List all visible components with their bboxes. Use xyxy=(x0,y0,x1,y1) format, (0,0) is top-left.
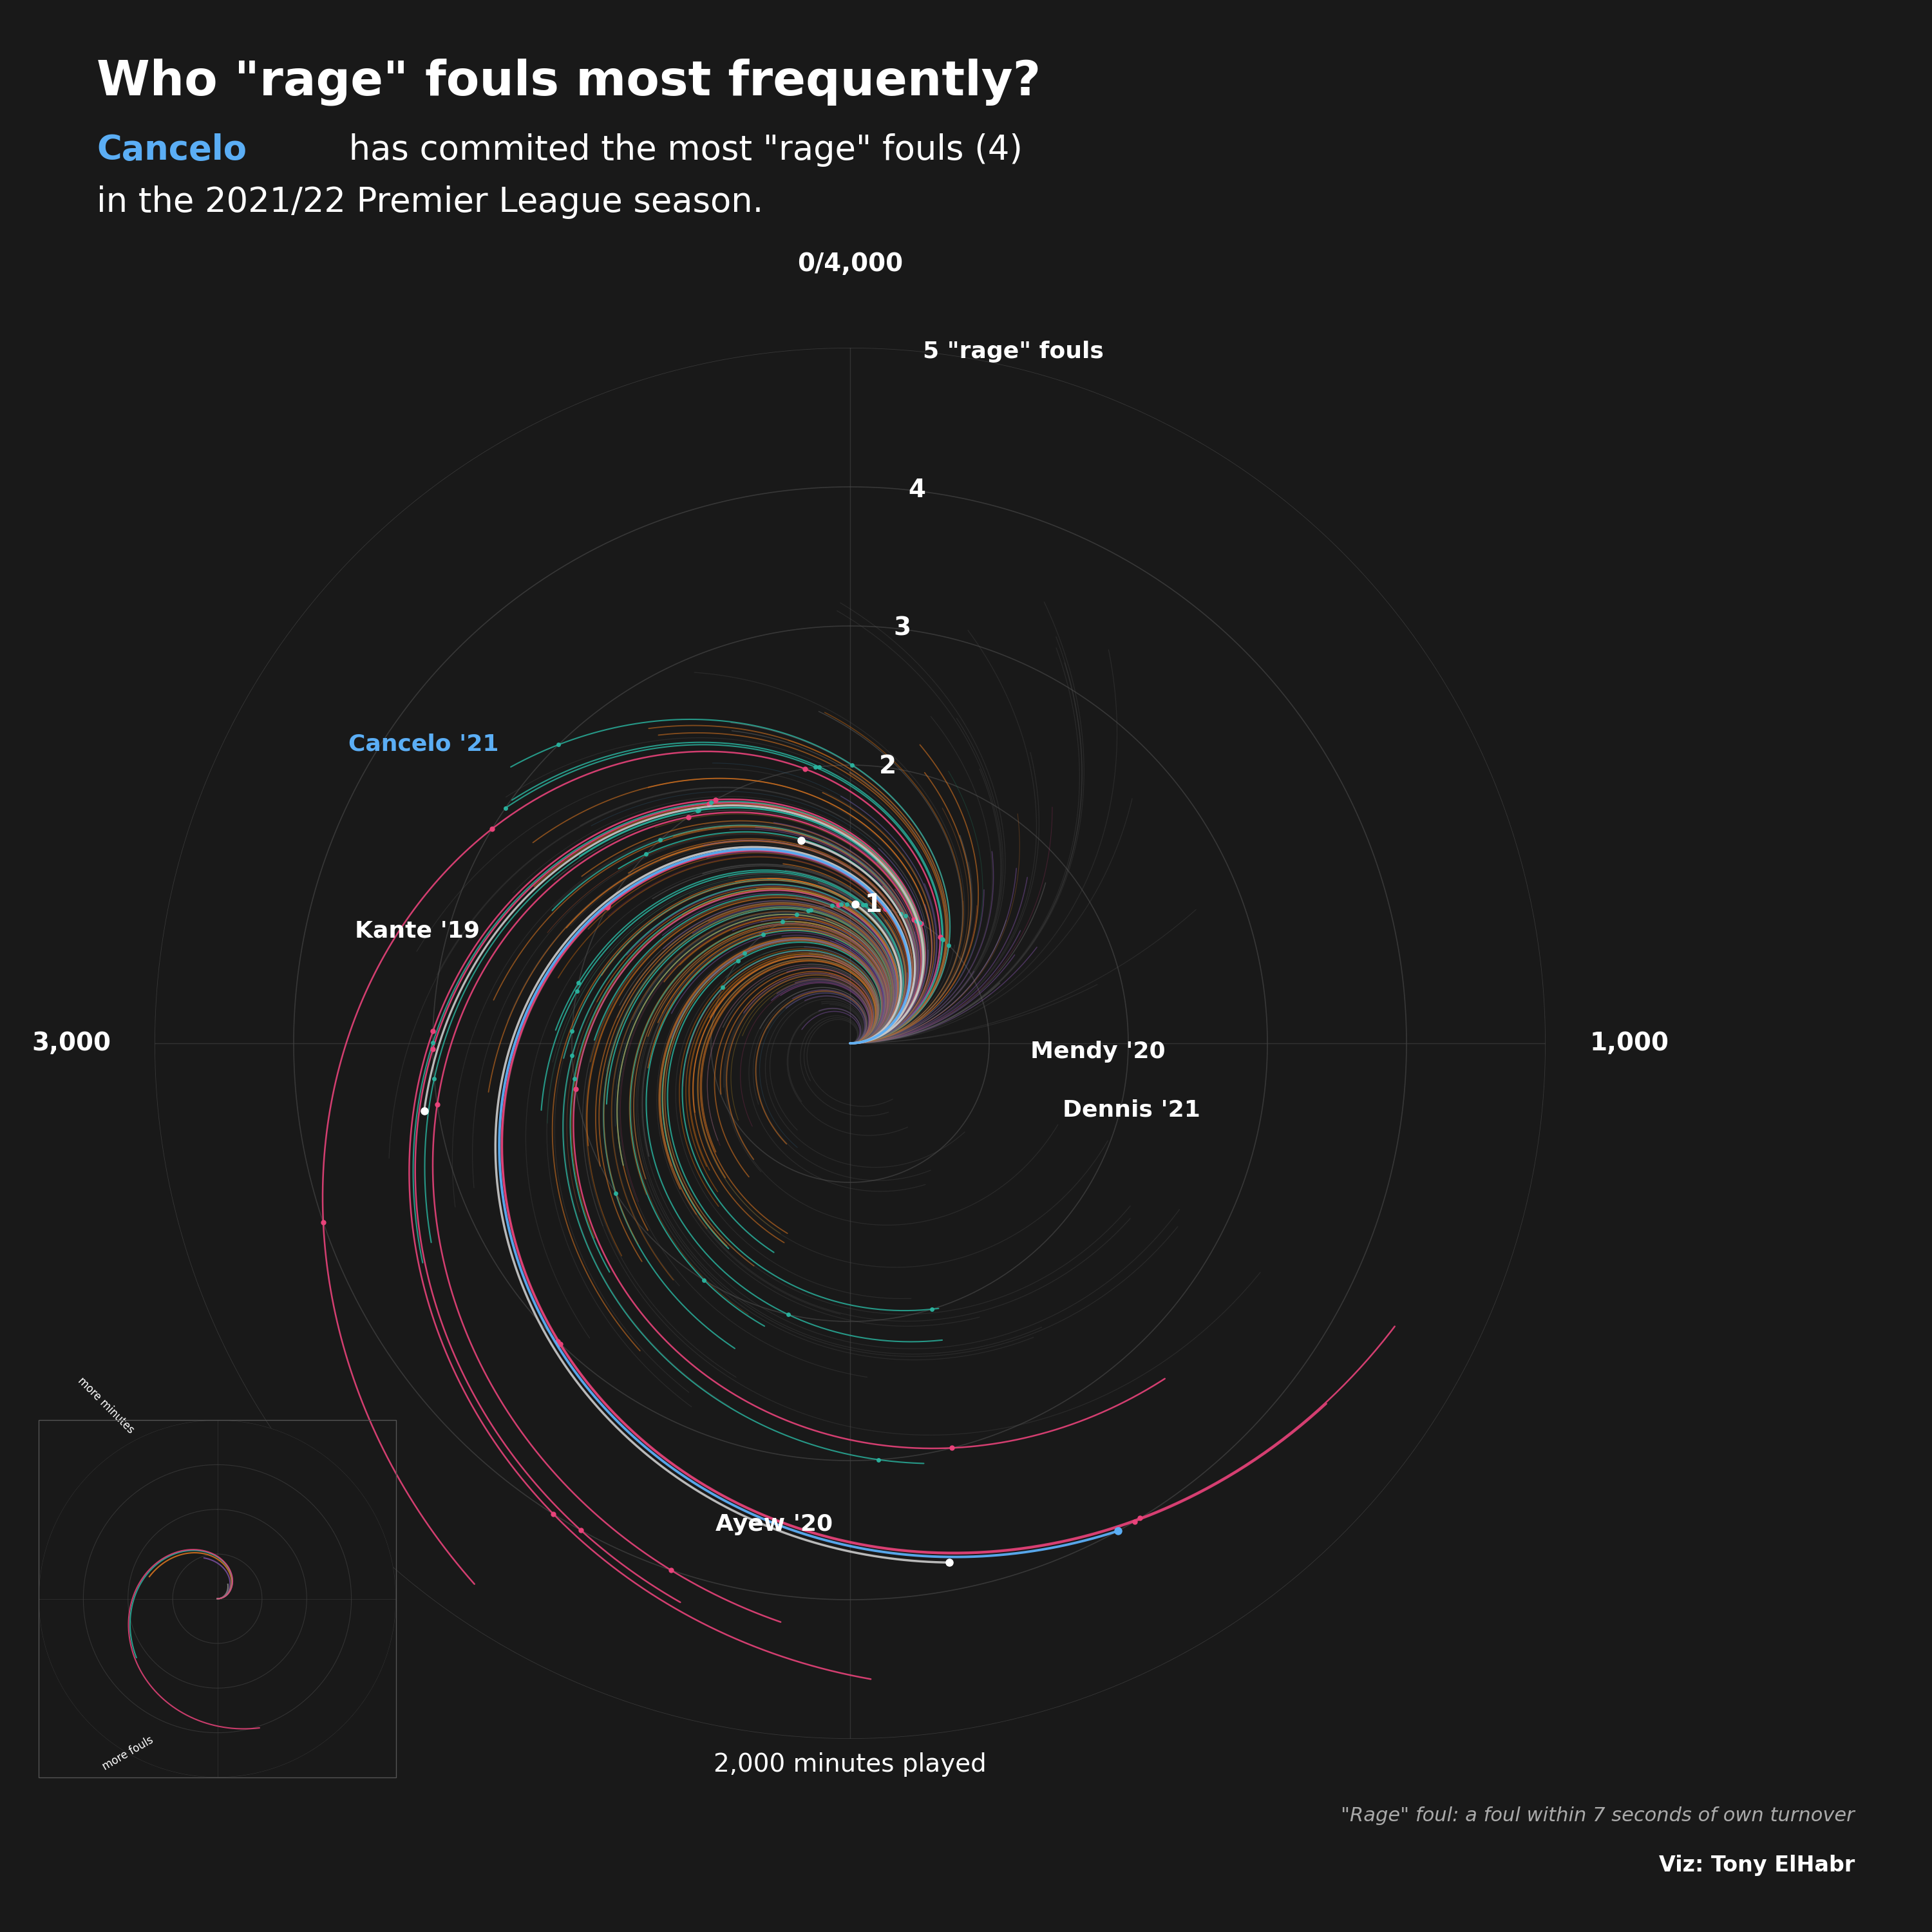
Text: Dennis '21: Dennis '21 xyxy=(1063,1099,1200,1121)
Text: Cancelo: Cancelo xyxy=(97,133,247,166)
Text: in the 2021/22 Premier League season.: in the 2021/22 Premier League season. xyxy=(97,185,763,218)
Text: Who "rage" fouls most frequently?: Who "rage" fouls most frequently? xyxy=(97,58,1041,104)
Text: 4: 4 xyxy=(908,477,925,502)
Text: Kante '19: Kante '19 xyxy=(355,920,479,941)
Text: more minutes: more minutes xyxy=(75,1376,135,1435)
Text: 0/4,000: 0/4,000 xyxy=(798,251,902,276)
Text: Mendy '20: Mendy '20 xyxy=(1030,1041,1165,1063)
Text: Viz: Tony ElHabr: Viz: Tony ElHabr xyxy=(1660,1855,1855,1876)
Text: 2,000 minutes played: 2,000 minutes played xyxy=(713,1752,987,1777)
Text: Ayew '20: Ayew '20 xyxy=(715,1513,833,1536)
Text: more fouls: more fouls xyxy=(100,1735,155,1774)
Text: Cancelo '21: Cancelo '21 xyxy=(348,732,498,755)
Text: 2: 2 xyxy=(879,753,896,779)
Text: "Rage" foul: a foul within 7 seconds of own turnover: "Rage" foul: a foul within 7 seconds of … xyxy=(1341,1806,1855,1826)
Text: 5 "rage" fouls: 5 "rage" fouls xyxy=(923,340,1103,363)
Text: 3: 3 xyxy=(895,616,912,641)
Text: 1,000: 1,000 xyxy=(1590,1032,1669,1055)
Text: 1: 1 xyxy=(866,893,883,918)
Text: 3,000: 3,000 xyxy=(31,1032,110,1055)
Text: has commited the most "rage" fouls (4): has commited the most "rage" fouls (4) xyxy=(338,133,1022,166)
